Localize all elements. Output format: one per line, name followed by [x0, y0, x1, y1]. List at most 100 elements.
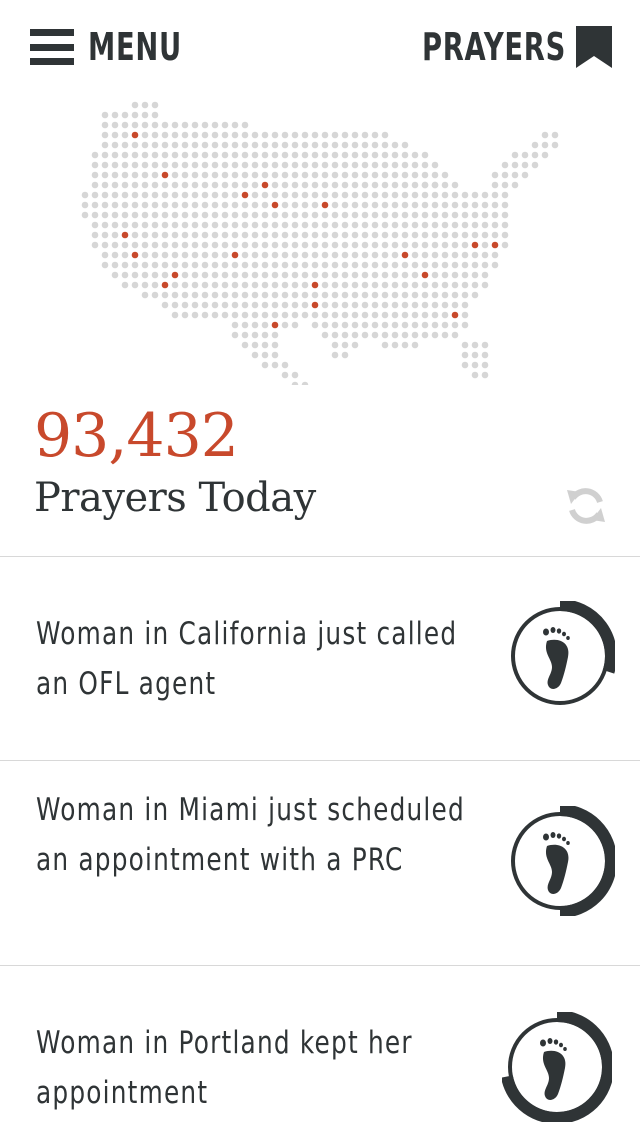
map-dot [231, 161, 239, 169]
map-dot [231, 261, 239, 269]
map-dot [301, 241, 309, 249]
map-dot [361, 331, 369, 339]
map-dot [261, 261, 269, 269]
map-dot [441, 281, 449, 289]
map-dot [331, 161, 339, 169]
map-dot [291, 281, 299, 289]
map-dot [221, 171, 229, 179]
map-dot [381, 151, 389, 159]
map-dot [421, 191, 429, 199]
map-dot [411, 151, 419, 159]
map-dot [431, 231, 439, 239]
map-dot [251, 201, 259, 209]
map-dot [321, 271, 329, 279]
refresh-icon[interactable] [564, 484, 608, 528]
map-dot [331, 281, 339, 289]
map-dot [391, 311, 399, 319]
feed-item[interactable]: Woman in Portland kept her appointment [0, 965, 640, 1138]
map-dot [301, 381, 309, 385]
map-dot [441, 321, 449, 329]
map-dot [261, 231, 269, 239]
map-dot [211, 271, 219, 279]
map-dot [371, 231, 379, 239]
map-dot [191, 201, 199, 209]
map-dot [271, 261, 279, 269]
map-dot [311, 221, 319, 229]
map-dot [291, 261, 299, 269]
map-dot [251, 291, 259, 299]
map-dot [351, 221, 359, 229]
map-dot [401, 191, 409, 199]
map-dot [171, 231, 179, 239]
map-dot [391, 211, 399, 219]
map-dot [151, 161, 159, 169]
feed-item[interactable]: Woman in Miami just scheduled an appoint… [0, 760, 640, 965]
map-dot [411, 321, 419, 329]
map-dot [321, 211, 329, 219]
map-dot [461, 191, 469, 199]
menu-button[interactable]: MENU [30, 25, 218, 69]
map-dot [151, 151, 159, 159]
map-dot [231, 201, 239, 209]
map-dot [421, 321, 429, 329]
map-dot [281, 301, 289, 309]
map-dot [151, 101, 159, 109]
map-dot [381, 311, 389, 319]
map-dot [301, 301, 309, 309]
progress-ring [502, 1012, 612, 1122]
map-dot [411, 201, 419, 209]
map-dot [261, 271, 269, 279]
map-dot [151, 141, 159, 149]
map-dot [171, 191, 179, 199]
prayer-count-label: Prayers Today [34, 475, 316, 521]
map-dot [121, 201, 129, 209]
map-dot [311, 131, 319, 139]
map-dot [471, 201, 479, 209]
map-dot [371, 251, 379, 259]
map-dot [221, 231, 229, 239]
map-dot [281, 191, 289, 199]
map-dot [311, 261, 319, 269]
map-dot [91, 161, 99, 169]
map-dot [101, 121, 109, 129]
map-dot [251, 221, 259, 229]
map-dot [291, 131, 299, 139]
map-dot [141, 141, 149, 149]
map-dot [271, 191, 279, 199]
map-dot [381, 281, 389, 289]
map-dot [231, 301, 239, 309]
map-dot [141, 131, 149, 139]
menu-label: MENU [88, 25, 182, 69]
map-dot [321, 151, 329, 159]
map-dot [341, 321, 349, 329]
map-dot [111, 271, 119, 279]
map-dot [501, 201, 509, 209]
map-dot [161, 301, 169, 309]
map-dot [381, 261, 389, 269]
map-dot [191, 141, 199, 149]
map-dot [491, 221, 499, 229]
map-dot [171, 261, 179, 269]
map-dot [251, 141, 259, 149]
map-dot [411, 211, 419, 219]
map-dot [251, 321, 259, 329]
map-dot [211, 291, 219, 299]
map-dot [211, 121, 219, 129]
map-dot [421, 181, 429, 189]
map-dot [261, 191, 269, 199]
map-dot [91, 171, 99, 179]
map-dot [221, 131, 229, 139]
prayers-button[interactable]: PRAYERS [366, 25, 612, 69]
map-dot [231, 311, 239, 319]
map-dot [451, 221, 459, 229]
map-dot [251, 171, 259, 179]
map-dot [321, 161, 329, 169]
us-dot-map [81, 101, 559, 385]
map-dot [251, 241, 259, 249]
map-dot [291, 251, 299, 259]
map-dot [421, 291, 429, 299]
map-dot [211, 141, 219, 149]
feed-item[interactable]: Woman in California just called an OFL a… [0, 556, 640, 760]
map-dot [291, 141, 299, 149]
map-dot [161, 211, 169, 219]
